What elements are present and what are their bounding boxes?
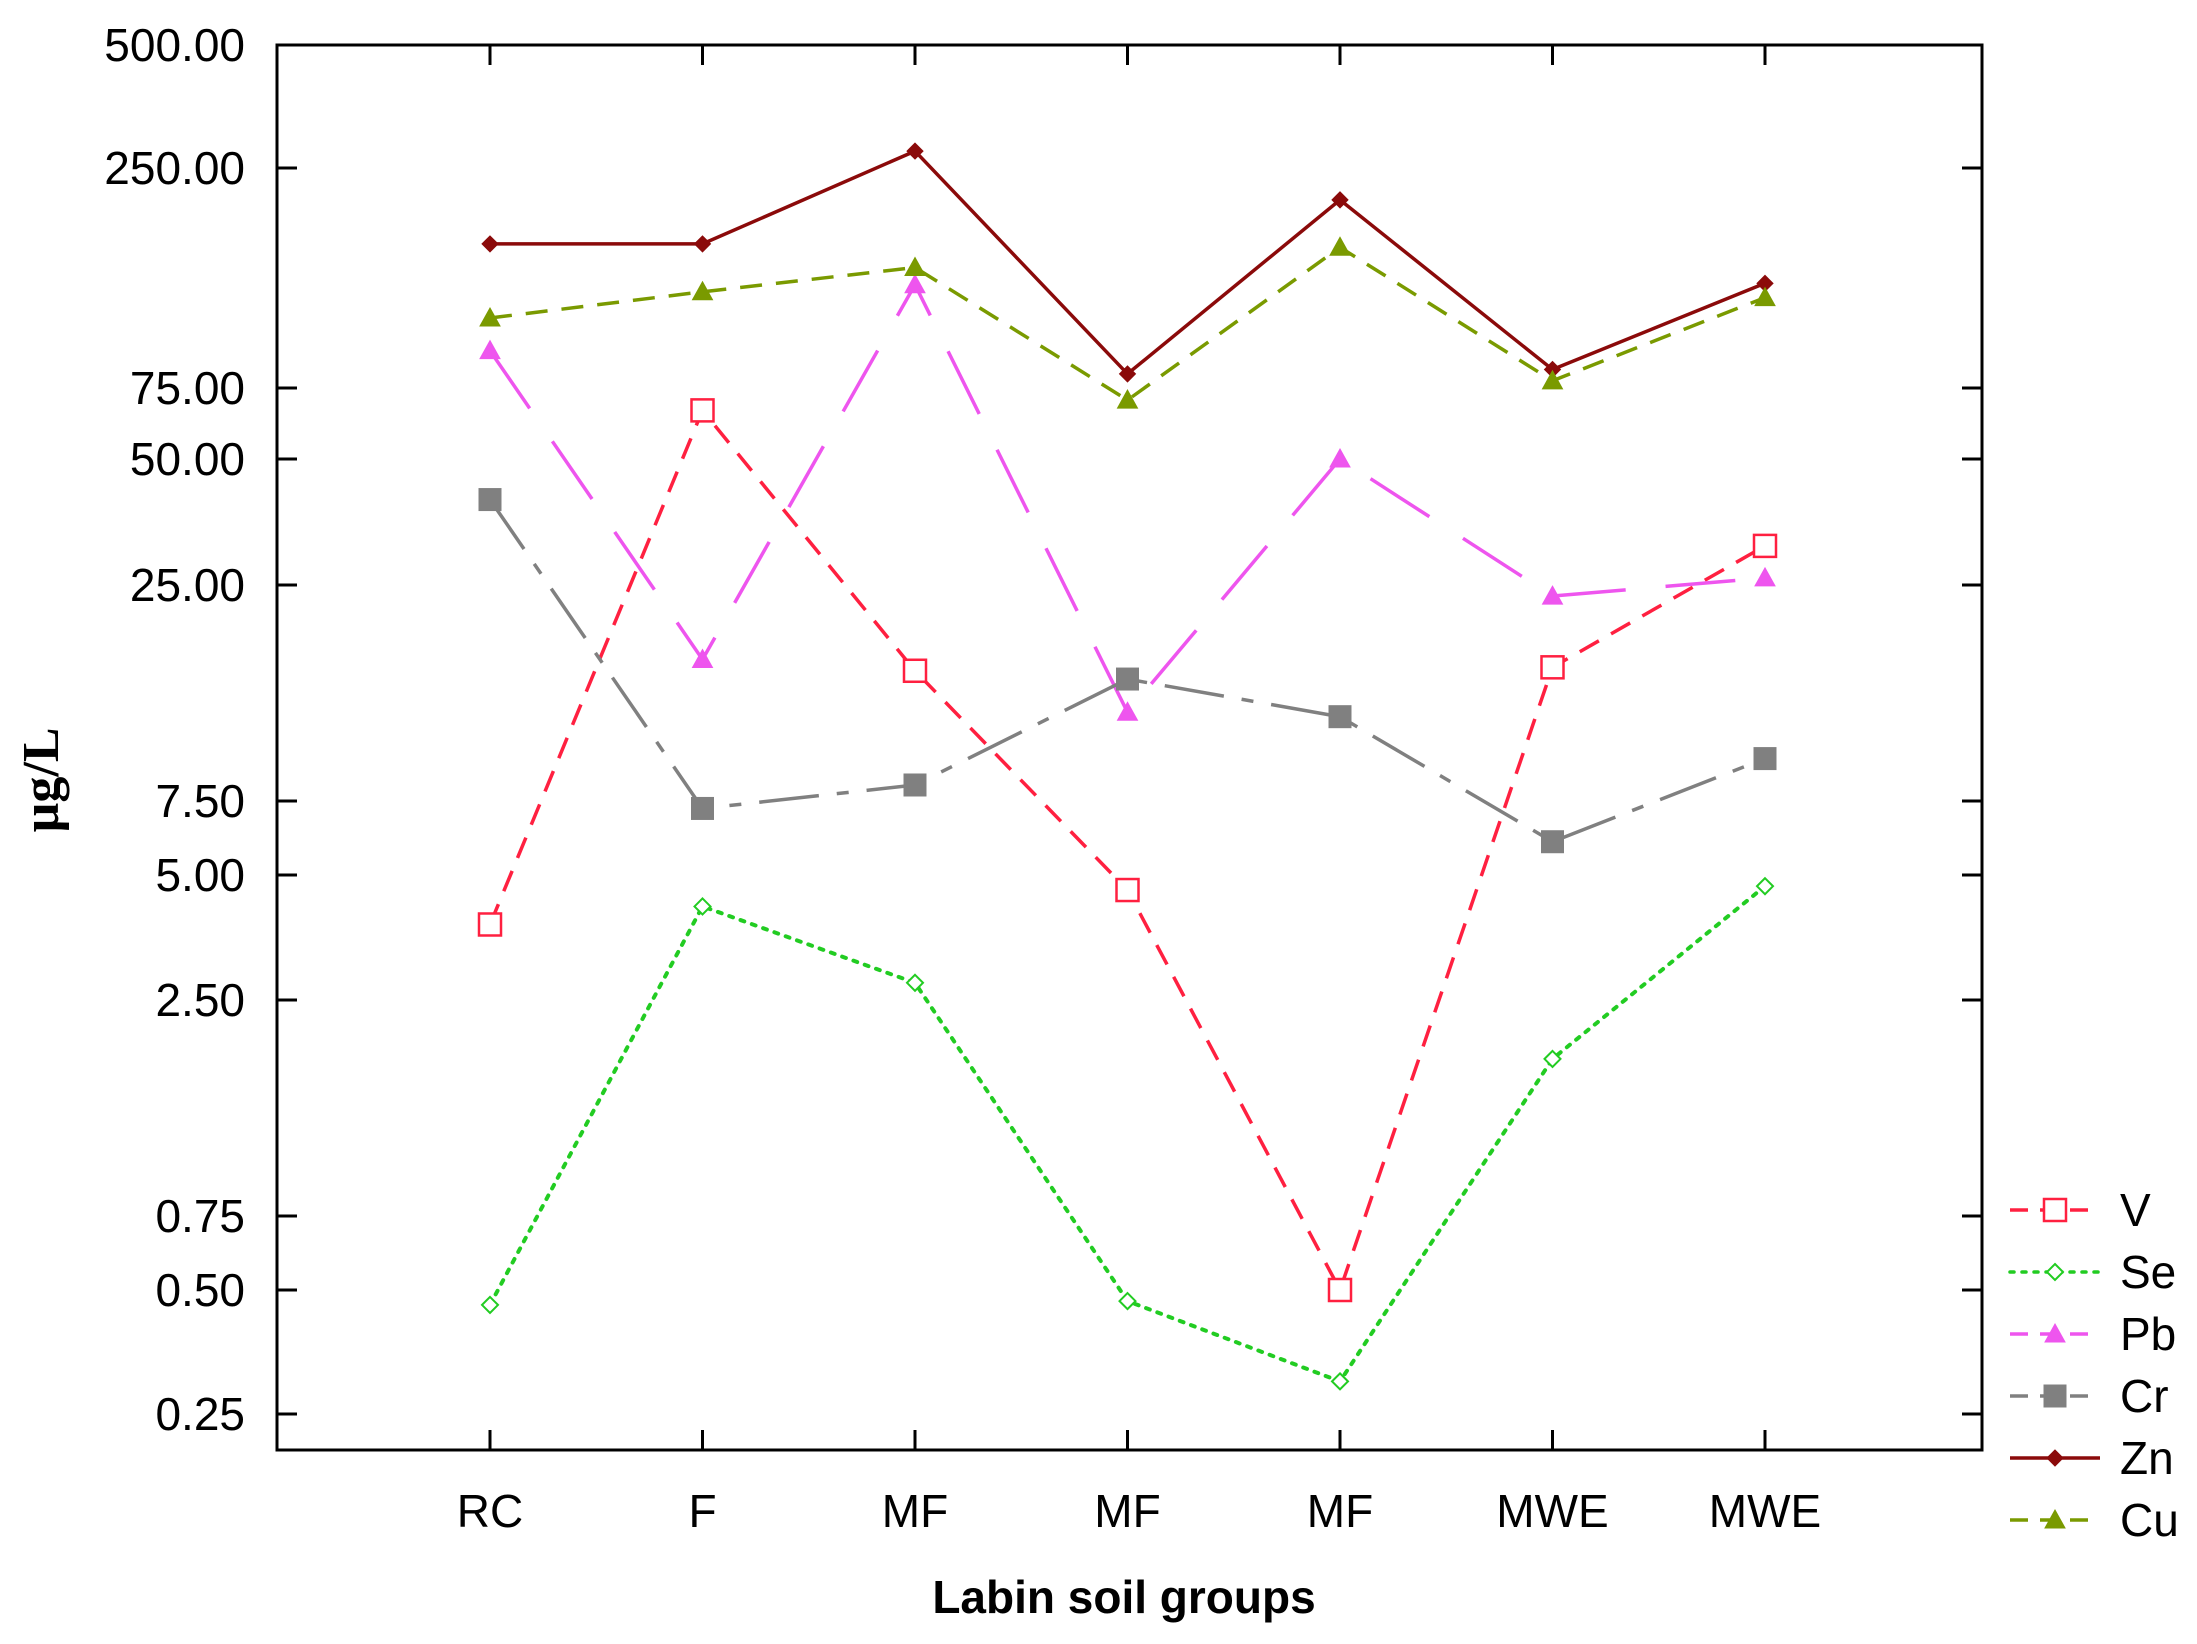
y-tick-label: 0.50	[155, 1264, 245, 1316]
legend-item-zn: Zn	[2010, 1432, 2174, 1484]
legend-marker	[2043, 1384, 2067, 1408]
y-tick-label: 75.00	[130, 362, 245, 414]
data-point-cu	[1116, 389, 1139, 409]
x-tick-label: MWE	[1709, 1485, 1821, 1537]
data-point-v	[902, 658, 928, 684]
y-tick-label: 500.00	[104, 19, 245, 71]
data-point-se	[1543, 1049, 1562, 1069]
data-point-v	[690, 398, 715, 423]
data-point-zn	[693, 235, 712, 253]
x-tick-label: MF	[882, 1485, 948, 1537]
data-point-cr	[1753, 747, 1777, 771]
plot-frame	[275, 43, 1984, 1452]
data-point-se	[1330, 1371, 1350, 1391]
data-point-v	[1540, 655, 1565, 680]
data-point-v	[1752, 533, 1778, 559]
series-cr	[478, 488, 1777, 854]
y-tick-label: 250.00	[104, 142, 245, 194]
data-point-cu	[1541, 369, 1564, 390]
data-point-pb	[904, 273, 926, 294]
x-tick-label: F	[688, 1485, 716, 1537]
data-point-cr	[691, 796, 714, 820]
data-point-pb	[1116, 701, 1139, 721]
data-point-pb	[1541, 585, 1564, 605]
data-point-v	[1115, 877, 1140, 903]
x-tick-label: MWE	[1496, 1485, 1608, 1537]
data-point-zn	[906, 142, 924, 160]
data-point-cr	[1116, 667, 1139, 691]
data-point-cr	[1328, 705, 1352, 729]
series-line-zn	[490, 149, 1766, 377]
y-tick-label: 0.25	[155, 1388, 245, 1440]
legend-label: Pb	[2120, 1308, 2176, 1360]
series-se	[480, 876, 1775, 1391]
legend-label: Cr	[2120, 1370, 2169, 1422]
data-point-pb	[1754, 566, 1776, 587]
legend-item-cu: Cu	[2010, 1494, 2179, 1546]
series-line-v	[488, 407, 1766, 1295]
legend-item-pb: Pb	[2010, 1308, 2176, 1360]
data-point-cu	[1329, 236, 1351, 256]
data-point-pb	[1329, 447, 1351, 468]
data-point-cr	[1541, 830, 1564, 854]
legend-marker	[2044, 1322, 2066, 1343]
data-point-cr	[478, 488, 502, 512]
data-point-se	[693, 897, 712, 916]
legend-label: V	[2120, 1184, 2151, 1236]
data-point-v	[1327, 1277, 1353, 1303]
legend-item-v: V	[2010, 1184, 2151, 1236]
data-point-v	[477, 912, 503, 937]
legend-label: Cu	[2120, 1494, 2179, 1546]
data-point-pb	[479, 339, 501, 360]
data-point-cu	[479, 306, 501, 327]
y-axis-title: µg/L	[13, 727, 70, 832]
x-tick-label: RC	[457, 1485, 523, 1537]
y-tick-label: 5.00	[155, 849, 245, 901]
data-point-cr	[903, 773, 927, 797]
series-cu	[479, 236, 1776, 409]
legend-label: Zn	[2120, 1432, 2174, 1484]
data-point-cu	[904, 256, 926, 277]
legend-item-cr: Cr	[2010, 1370, 2169, 1422]
y-tick-label: 25.00	[130, 559, 245, 611]
data-point-cu	[1754, 286, 1776, 307]
data-point-se	[905, 973, 925, 993]
y-tick-label: 2.50	[155, 974, 245, 1026]
legend-marker	[2044, 1508, 2066, 1529]
series-zn	[481, 142, 1774, 383]
y-tick-label: 0.75	[155, 1190, 245, 1242]
series-pb	[479, 273, 1776, 721]
legend-marker	[2042, 1197, 2068, 1223]
data-point-zn	[1118, 365, 1137, 383]
legend-item-se: Se	[2008, 1246, 2176, 1298]
y-tick-label: 7.50	[155, 775, 245, 827]
x-tick-label: MF	[1094, 1485, 1160, 1537]
x-tick-label: MF	[1307, 1485, 1373, 1537]
series-line-pb	[488, 280, 1766, 716]
y-tick-label: 50.00	[130, 433, 245, 485]
data-point-pb	[691, 648, 714, 669]
legend-marker	[2046, 1449, 2064, 1467]
data-point-se	[480, 1295, 500, 1315]
series-v	[477, 398, 1778, 1303]
data-point-cu	[691, 280, 714, 301]
legend-marker	[2045, 1262, 2065, 1282]
data-point-zn	[1331, 191, 1349, 209]
x-axis-title: Labin soil groups	[932, 1571, 1315, 1623]
data-point-se	[1755, 876, 1775, 896]
legend-label: Se	[2120, 1246, 2176, 1298]
data-point-se	[1118, 1291, 1137, 1311]
data-point-zn	[481, 235, 499, 253]
